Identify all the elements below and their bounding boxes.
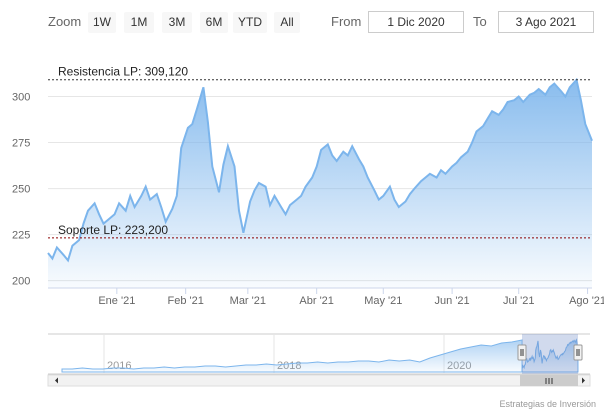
y-tick-label: 275 bbox=[12, 138, 30, 150]
navigator-selected-series bbox=[521, 338, 579, 373]
navigator-history-series bbox=[61, 339, 523, 373]
support-resistance-levels: Resistencia LP: 309,120 Soporte LP: 223,2… bbox=[48, 65, 592, 239]
y-tick-label: 250 bbox=[12, 184, 30, 196]
x-axis: Ene '21 Feb '21 Mar '21 Abr '21 May '21 Jun '… bbox=[48, 287, 604, 307]
from-date-input[interactable]: 1 Dic 2020 bbox=[368, 11, 464, 33]
zoom-button-all[interactable]: All bbox=[274, 12, 300, 33]
x-tick-label: Ago '21 bbox=[569, 295, 604, 307]
zoom-button-1w[interactable]: 1W bbox=[88, 12, 116, 33]
y-tick-label: 225 bbox=[12, 230, 30, 242]
x-tick-label: Ene '21 bbox=[98, 295, 135, 307]
to-date-input[interactable]: 3 Ago 2021 bbox=[498, 11, 594, 33]
y-tick-label: 300 bbox=[12, 92, 30, 104]
y-axis-labels: 200 225 250 275 300 bbox=[12, 92, 30, 288]
scroll-right-arrow-icon[interactable] bbox=[582, 377, 585, 384]
to-label: To bbox=[473, 14, 487, 29]
y-tick-label: 200 bbox=[12, 276, 30, 288]
zoom-button-6m[interactable]: 6M bbox=[200, 12, 228, 33]
price-line bbox=[47, 77, 593, 263]
navigator-right-handle[interactable] bbox=[573, 344, 583, 361]
zoom-button-3m[interactable]: 3M bbox=[162, 12, 192, 33]
price-area bbox=[48, 79, 592, 289]
zoom-button-ytd[interactable]: YTD bbox=[233, 12, 267, 33]
x-tick-label: Jun '21 bbox=[435, 295, 470, 307]
scroll-left-arrow-icon[interactable] bbox=[55, 377, 58, 384]
x-tick-label: Mar '21 bbox=[230, 295, 266, 307]
support-label: Soporte LP: 223,200 bbox=[58, 223, 168, 237]
from-label: From bbox=[331, 14, 362, 29]
chart-credit[interactable]: Estrategias de Inversión bbox=[499, 399, 596, 409]
zoom-button-1m[interactable]: 1M bbox=[124, 12, 154, 33]
x-tick-label: Feb '21 bbox=[167, 295, 203, 307]
x-tick-label: Abr '21 bbox=[299, 295, 334, 307]
navigator[interactable]: 201620182020 bbox=[47, 333, 591, 387]
range-selector-toolbar: Zoom 1W 1M 3M 6M YTD All From 1 Dic 2020… bbox=[0, 0, 604, 44]
navigator-selection-mask[interactable] bbox=[522, 334, 578, 374]
x-tick-label: Jul '21 bbox=[503, 295, 534, 307]
x-tick-label: May '21 bbox=[364, 295, 402, 307]
scrollbar-track[interactable] bbox=[47, 374, 591, 387]
zoom-label: Zoom bbox=[48, 14, 82, 29]
navigator-left-handle[interactable] bbox=[517, 344, 527, 361]
resistance-label: Resistencia LP: 309,120 bbox=[58, 65, 188, 79]
